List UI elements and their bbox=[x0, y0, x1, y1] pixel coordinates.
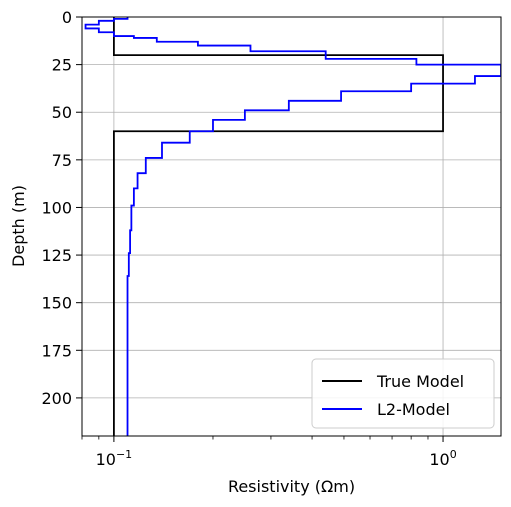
y-tick-label: 75 bbox=[52, 151, 72, 170]
plot-frame bbox=[81, 16, 502, 437]
ticks: 10−1 100 0 25 50 75 100 125 150 175 200 bbox=[41, 8, 456, 469]
x-axis-label: Resistivity (Ωm) bbox=[228, 477, 355, 496]
legend-box bbox=[311, 358, 495, 429]
y-tick-label: 25 bbox=[52, 56, 72, 75]
series-layer bbox=[84, 17, 501, 436]
legend-label-true-model: True Model bbox=[376, 372, 464, 391]
y-tick-label: 175 bbox=[41, 341, 72, 360]
y-tick-label: 200 bbox=[41, 389, 72, 408]
series-line-l2-model bbox=[84, 17, 501, 436]
x-tick-label: 100 bbox=[429, 448, 456, 469]
x-tick-label: 10−1 bbox=[96, 448, 133, 469]
y-axis-label: Depth (m) bbox=[9, 185, 28, 267]
series-line-true-model bbox=[113, 17, 444, 436]
y-tick-label: 50 bbox=[52, 103, 72, 122]
legend: True Model L2-Model bbox=[311, 358, 495, 429]
legend-label-l2-model: L2-Model bbox=[377, 400, 450, 419]
y-tick-label: 150 bbox=[41, 294, 72, 313]
y-tick-label: 125 bbox=[41, 246, 72, 265]
y-tick-label: 0 bbox=[62, 8, 72, 27]
y-tick-label: 100 bbox=[41, 198, 72, 217]
